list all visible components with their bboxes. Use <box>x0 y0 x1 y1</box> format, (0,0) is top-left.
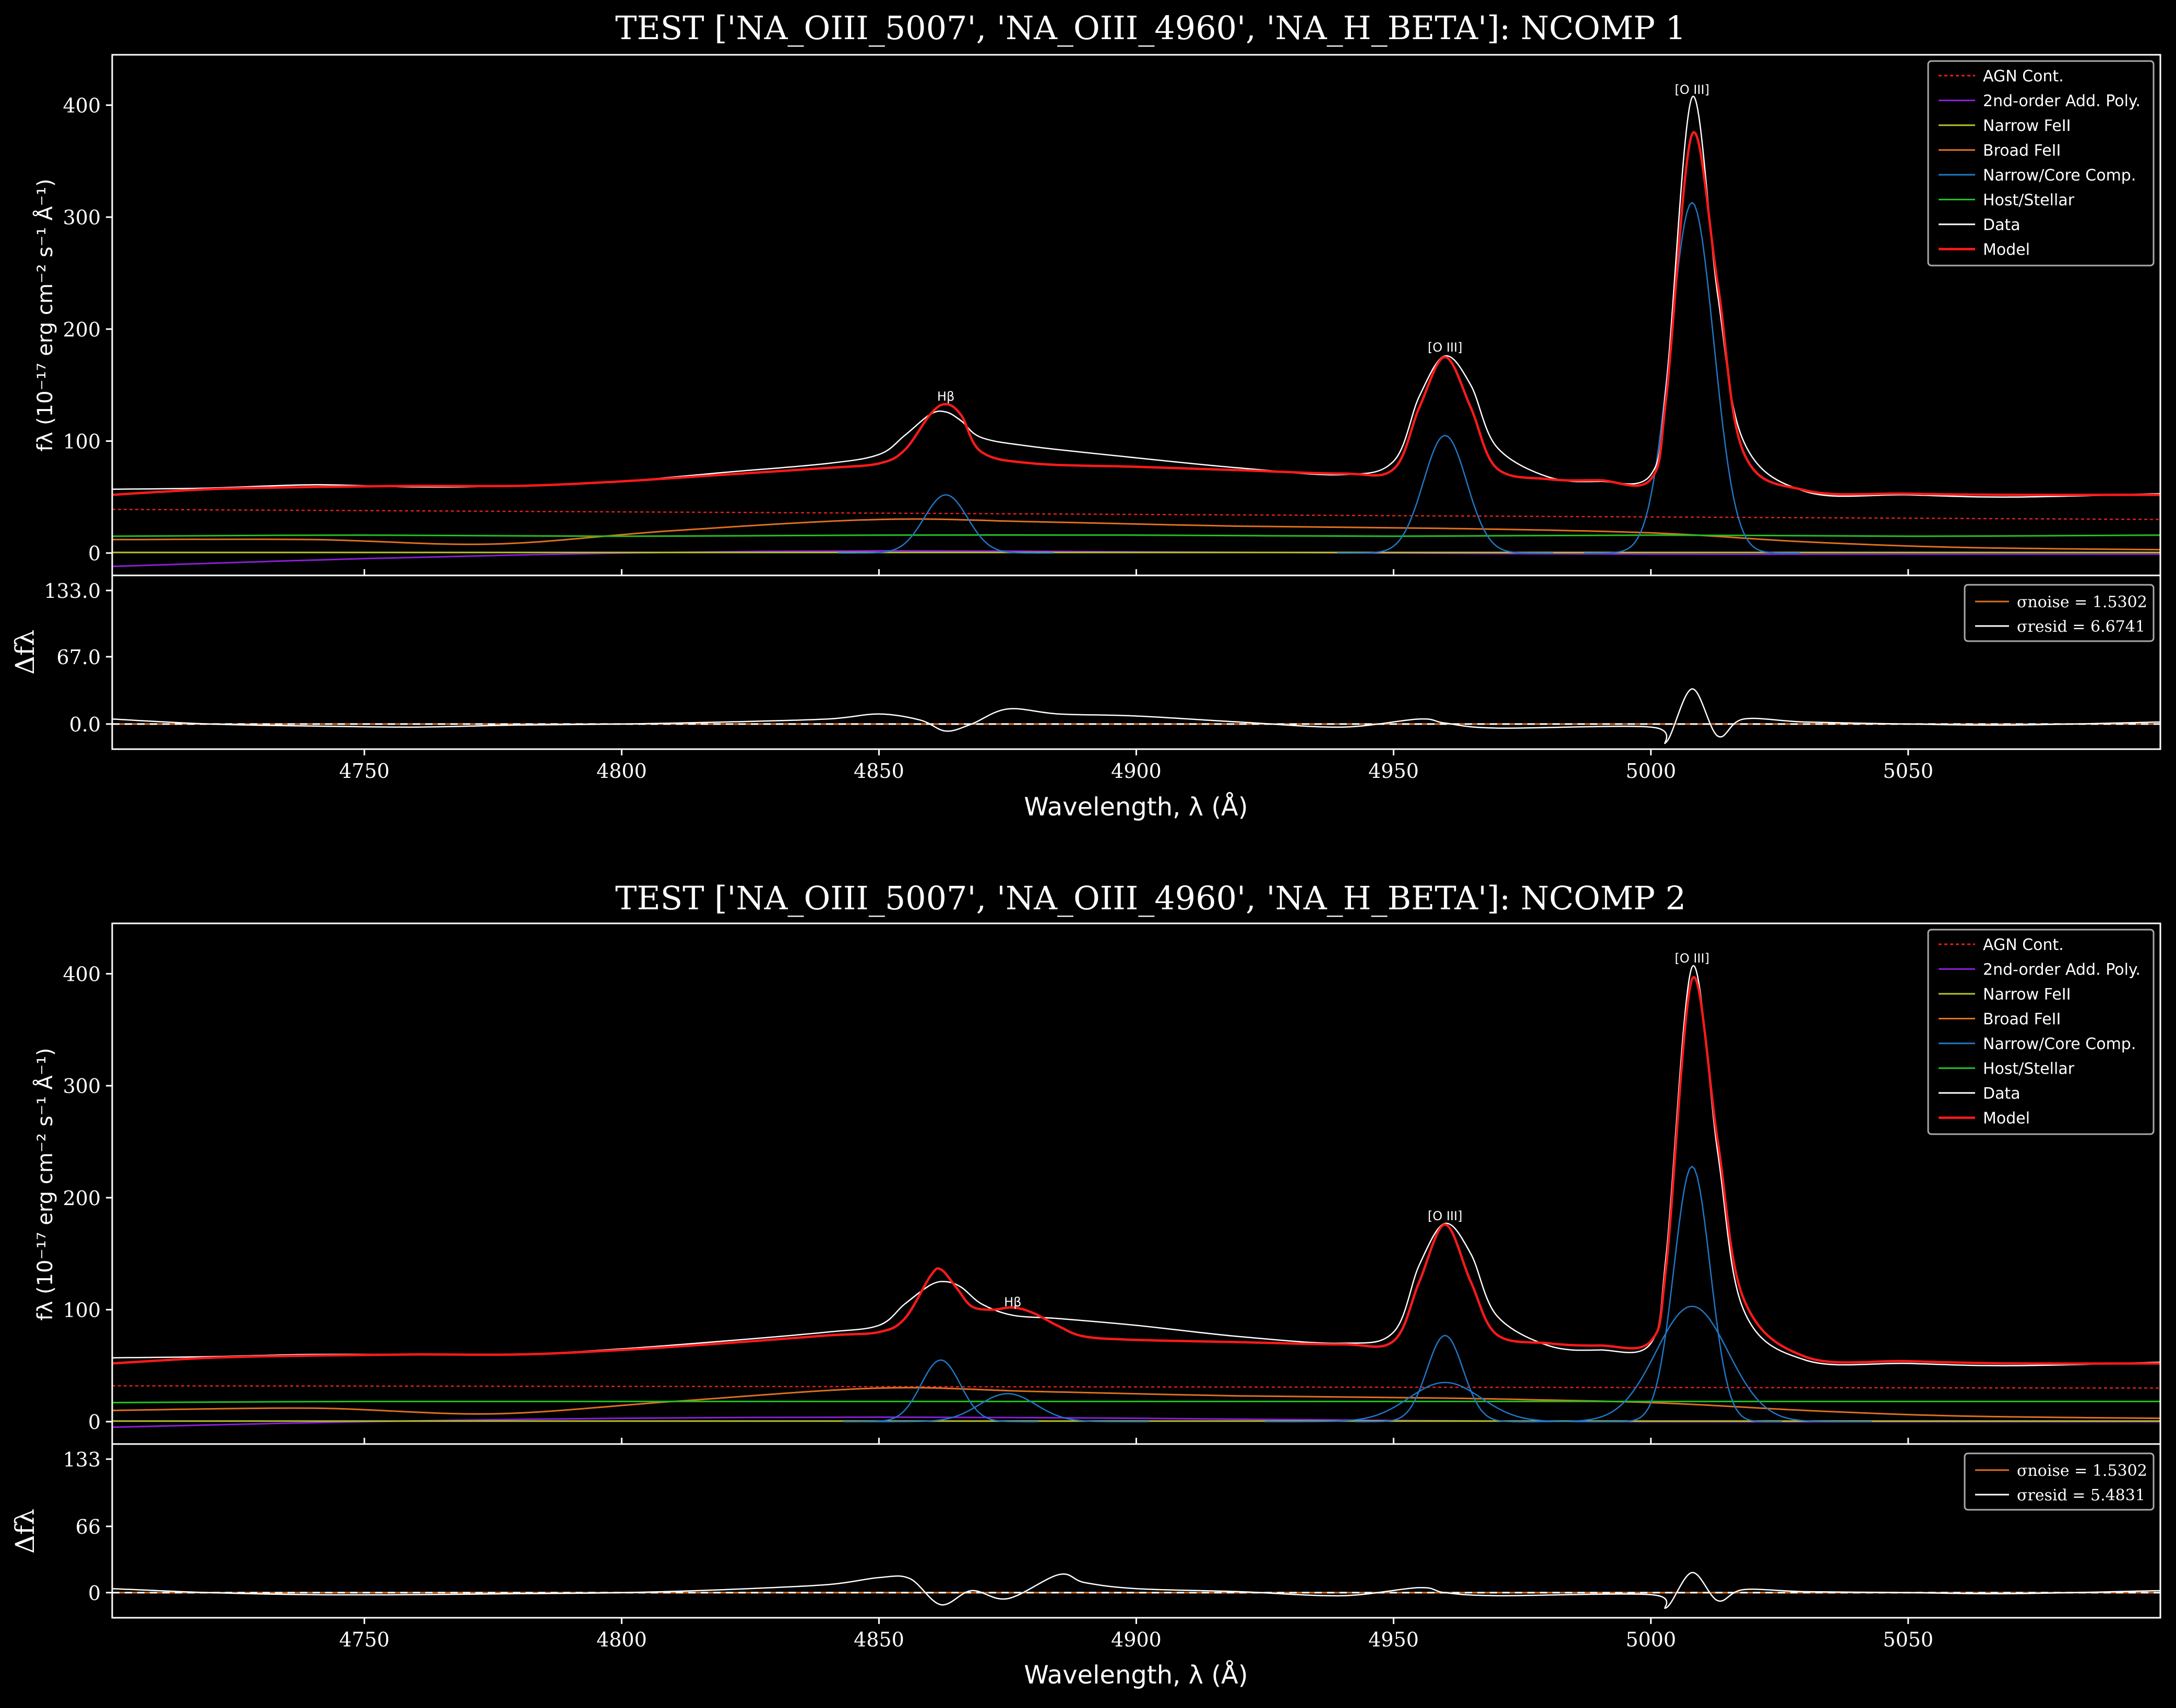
x-tick-label: 5000 <box>1625 760 1676 783</box>
resid-legend-box <box>1964 584 2155 642</box>
chart-title-1: TEST ['NA_OIII_5007', 'NA_OIII_4960', 'N… <box>615 9 1686 47</box>
x-tick-label: 4950 <box>1368 1628 1419 1651</box>
line-label: [O III] <box>1428 340 1462 355</box>
resid-y-axis-label-1: Δfλ <box>10 630 40 675</box>
resid-y-tick-label: 0.0 <box>69 713 101 736</box>
legend-label: Data <box>1983 1085 2020 1103</box>
y-axis-label-1: fλ (10⁻¹⁷ erg cm⁻² s⁻¹ Å⁻¹) <box>32 179 57 452</box>
series-core <box>1512 1305 1872 1423</box>
resid-legend-box <box>1964 1452 2155 1511</box>
y-axis-label-2: fλ (10⁻¹⁷ erg cm⁻² s⁻¹ Å⁻¹) <box>32 1048 57 1321</box>
residual-line <box>112 688 2160 744</box>
y-tick-label: 300 <box>63 1075 101 1098</box>
line-label: Hβ <box>1004 1295 1021 1309</box>
line-label: Hβ <box>937 389 954 404</box>
resid-legend-label: σnoise = 1.5302 <box>2017 1462 2147 1480</box>
series-bfeii <box>112 1387 2160 1420</box>
x-axis-label-1: Wavelength, λ (Å) <box>1024 792 1248 822</box>
y-tick-label: 200 <box>63 318 101 341</box>
legend-label: AGN Cont. <box>1983 67 2064 86</box>
resid-y-tick-label: 133 <box>63 1448 101 1471</box>
x-tick-label: 5050 <box>1883 1628 1933 1651</box>
legend-label: Host/Stellar <box>1983 1060 2075 1078</box>
series-model <box>112 131 2160 496</box>
line-label: [O III] <box>1675 951 1709 966</box>
y-tick-label: 0 <box>88 542 101 565</box>
chart-title-2: TEST ['NA_OIII_5007', 'NA_OIII_4960', 'N… <box>615 879 1686 917</box>
y-tick-label: 300 <box>63 206 101 229</box>
y-tick-label: 400 <box>63 94 101 117</box>
legend-label: Narrow/Core Comp. <box>1983 1035 2136 1053</box>
resid-y-tick-label: 67.0 <box>56 646 101 669</box>
x-tick-label: 4900 <box>1111 1628 1162 1651</box>
x-tick-label: 4800 <box>596 1628 647 1651</box>
legend-label: 2nd-order Add. Poly. <box>1983 961 2141 979</box>
legend-label: Narrow FeII <box>1983 117 2071 135</box>
series-agn <box>112 509 2160 520</box>
resid-y-tick-label: 133.0 <box>44 580 101 603</box>
series-core <box>866 1393 1150 1423</box>
legend-label: 2nd-order Add. Poly. <box>1983 92 2141 111</box>
series-model <box>112 976 2160 1365</box>
y-tick-label: 100 <box>63 1298 101 1321</box>
main-plot-1: Hβ [O III] [O III] 0 100 200 300 400 fλ (10⁻¹⁷… <box>32 54 2161 576</box>
x-tick-label: 4750 <box>339 1628 390 1651</box>
resid-legend-label: σresid = 5.4831 <box>2017 1486 2145 1505</box>
line-label: [O III] <box>1428 1209 1462 1223</box>
legend-label: AGN Cont. <box>1983 936 2064 954</box>
series-core <box>1355 1334 1535 1423</box>
panel-ncomp-2: TEST ['NA_OIII_5007', 'NA_OIII_4960', 'N… <box>10 879 2161 1690</box>
x-tick-label: 4750 <box>339 760 390 783</box>
legend-box <box>1927 929 2155 1135</box>
y-tick-label: 400 <box>63 963 101 986</box>
series-core <box>1337 435 1553 554</box>
x-tick-label: 4850 <box>854 760 904 783</box>
legend-box <box>1927 60 2155 267</box>
resid-legend-label: σnoise = 1.5302 <box>2017 593 2147 611</box>
legend-label: Model <box>1983 1110 2030 1128</box>
series-core <box>838 494 1054 554</box>
x-tick-label: 5050 <box>1883 760 1933 783</box>
x-tick-label: 4900 <box>1111 760 1162 783</box>
resid-y-axis-label-2: Δfλ <box>10 1509 40 1554</box>
legend-label: Data <box>1983 216 2020 234</box>
series-host <box>112 1400 2160 1404</box>
line-label: [O III] <box>1675 82 1709 97</box>
legend-label: Host/Stellar <box>1983 191 2075 210</box>
panel-ncomp-1: TEST ['NA_OIII_5007', 'NA_OIII_4960', 'N… <box>10 9 2161 822</box>
series-bfeii <box>112 518 2160 551</box>
series-host <box>112 534 2160 537</box>
y-tick-label: 100 <box>63 430 101 453</box>
y-tick-label: 200 <box>63 1187 101 1210</box>
residual-plot-1: 0.0 67.0 133.0 4750 4800 4850 4900 4950 5000 505… <box>10 569 2161 822</box>
legend-label: Narrow FeII <box>1983 985 2071 1004</box>
x-tick-label: 5000 <box>1625 1628 1676 1651</box>
legend-label: Broad FeII <box>1983 142 2061 160</box>
residual-line <box>112 1572 2160 1609</box>
resid-legend-label: σresid = 6.6741 <box>2017 618 2145 636</box>
x-tick-label: 4850 <box>854 1628 904 1651</box>
resid-y-tick-label: 0 <box>88 1582 101 1605</box>
series-core <box>1602 1165 1783 1423</box>
legend-label: Narrow/Core Comp. <box>1983 166 2136 185</box>
series-agn <box>112 1385 2160 1389</box>
x-tick-label: 4950 <box>1368 760 1419 783</box>
resid-y-tick-label: 66 <box>76 1515 101 1538</box>
y-tick-label: 0 <box>88 1411 101 1434</box>
legend-label: Model <box>1983 241 2030 259</box>
x-tick-label: 4800 <box>596 760 647 783</box>
x-axis-label-2: Wavelength, λ (Å) <box>1024 1660 1248 1690</box>
legend-label: Broad FeII <box>1983 1011 2061 1029</box>
series-core <box>1584 202 1800 554</box>
